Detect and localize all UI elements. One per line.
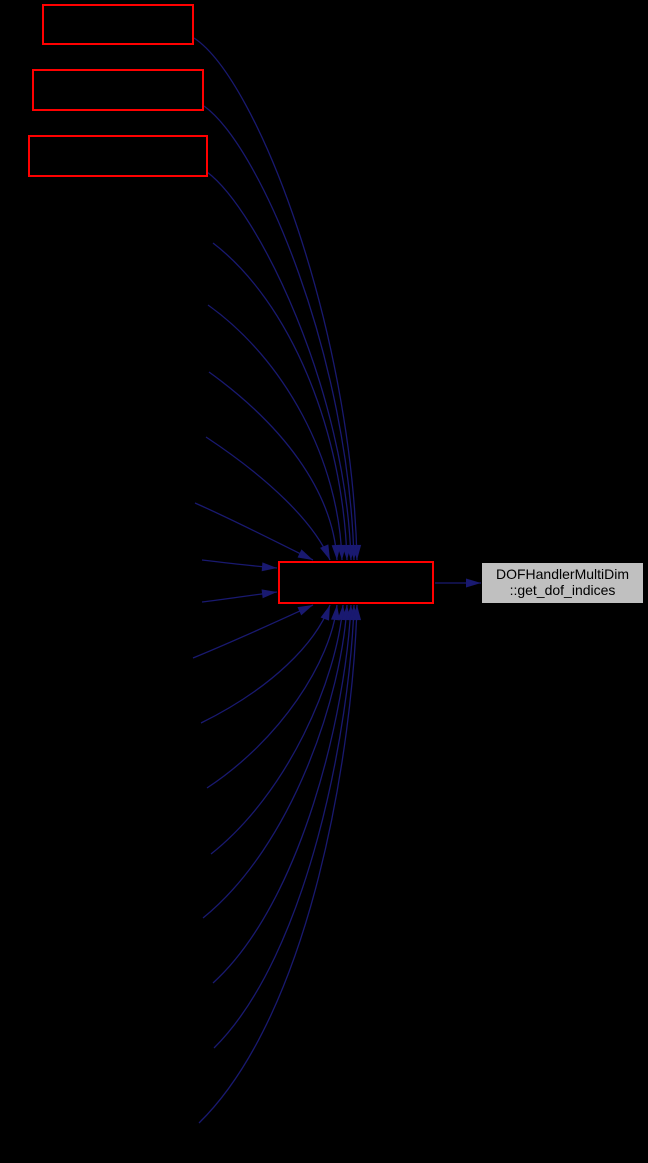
caller-edge-arrowhead	[320, 605, 330, 621]
caller-edge	[208, 371, 338, 561]
focus-node-label-line1: DOFHandlerMultiDim	[496, 566, 629, 582]
caller-edge-arrowhead	[297, 605, 313, 616]
caller-edge	[206, 171, 352, 561]
caller-node-caller-3[interactable]	[28, 135, 208, 177]
caller-edge	[213, 604, 355, 1049]
center-caller-node-box[interactable]	[278, 561, 434, 604]
caller-edge	[193, 37, 358, 561]
caller-edge-arrowhead	[261, 589, 277, 599]
focus-node-get-dof-indices[interactable]: DOFHandlerMultiDim ::get_dof_indices	[482, 563, 643, 603]
caller-edge	[210, 604, 344, 855]
caller-edge-arrowhead	[297, 549, 313, 560]
focus-node-box[interactable]	[482, 563, 643, 603]
caller-edge	[212, 604, 352, 984]
focus-node-label-line2: ::get_dof_indices	[510, 582, 616, 598]
caller-edge	[198, 604, 358, 1124]
caller-edge-arrowhead	[352, 605, 362, 621]
caller-edge	[212, 242, 348, 561]
edges-layer	[192, 37, 481, 1124]
caller-nodes-layer	[28, 4, 208, 177]
result-edge-arrowhead	[466, 578, 481, 588]
caller-edge-arrowhead	[261, 562, 277, 572]
caller-node-caller-2[interactable]	[32, 69, 204, 111]
caller-node-caller-1[interactable]	[42, 4, 194, 45]
caller-edge	[202, 604, 348, 919]
caller-edge	[207, 304, 343, 561]
caller-edge	[192, 604, 314, 659]
caller-edge-arrowhead	[331, 544, 341, 560]
caller-edge	[203, 105, 355, 561]
caller-edge	[206, 604, 338, 789]
caller-edge	[200, 604, 331, 724]
caller-edge	[194, 502, 314, 561]
caller-edge	[205, 436, 331, 561]
caller-edge-arrowhead	[320, 544, 330, 560]
center-caller-node[interactable]	[278, 561, 434, 604]
caller-edge-arrowhead	[330, 605, 340, 621]
